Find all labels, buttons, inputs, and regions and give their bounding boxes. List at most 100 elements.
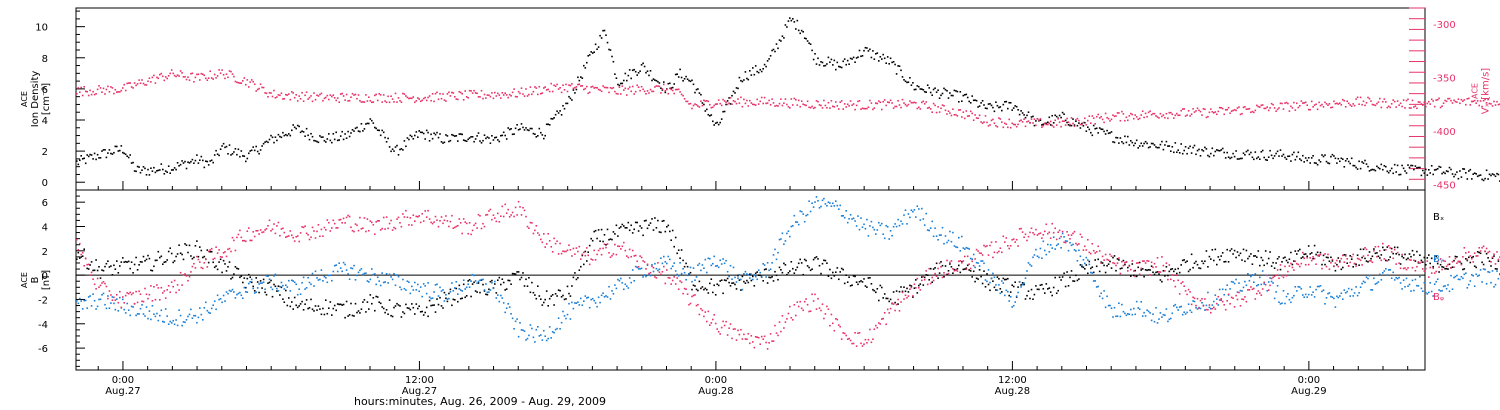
b-component-point <box>391 278 394 281</box>
b-component-point <box>320 269 323 271</box>
vx-point <box>835 101 837 103</box>
b-component-point <box>142 255 145 258</box>
vx-point <box>545 89 548 91</box>
b-component-point <box>1119 315 1122 318</box>
b-component-point <box>412 289 415 291</box>
b-component-point <box>1088 263 1091 266</box>
b-component-point <box>408 281 410 283</box>
b-component-point <box>1218 258 1221 261</box>
b-component-point <box>95 259 97 261</box>
density-point <box>1399 173 1402 176</box>
density-point <box>1370 169 1372 171</box>
density-point <box>86 154 88 156</box>
vx-point <box>1340 104 1343 106</box>
vx-point <box>342 95 345 97</box>
b-component-point <box>725 320 727 323</box>
b-component-point <box>110 294 112 296</box>
vx-point <box>685 100 687 103</box>
vx-point <box>1293 101 1295 104</box>
b-component-point <box>725 259 727 262</box>
b-component-point <box>602 292 604 294</box>
b-component-point <box>123 261 125 263</box>
b-component-point <box>961 235 963 238</box>
b-component-point <box>909 288 911 290</box>
density-point <box>685 75 687 78</box>
b-component-point <box>1466 287 1469 289</box>
vx-point <box>1472 100 1474 103</box>
b-component-point <box>1493 255 1495 257</box>
b-component-point <box>336 303 339 305</box>
b-component-point <box>1141 315 1144 317</box>
b-component-point <box>1054 276 1056 279</box>
b-component-point <box>522 329 524 331</box>
b-component-point <box>403 312 406 315</box>
b-component-point <box>903 298 905 300</box>
vx-point <box>932 102 935 105</box>
density-point <box>1386 170 1389 173</box>
vx-point <box>1428 100 1430 103</box>
b-component-point <box>538 295 541 297</box>
b-component-point <box>1023 236 1025 238</box>
b-component-point <box>666 226 668 228</box>
b-component-point <box>787 312 790 315</box>
b-component-point <box>1370 289 1372 291</box>
b-component-point <box>114 268 117 270</box>
b-component-point <box>1066 240 1068 242</box>
density-point <box>471 136 474 138</box>
b-component-point <box>1186 311 1188 314</box>
b-component-point <box>250 239 253 242</box>
b-component-point <box>1439 290 1442 292</box>
b-component-point <box>451 304 453 307</box>
b-component-point <box>1238 254 1240 257</box>
vx-point <box>1442 102 1445 104</box>
b-component-point <box>806 303 809 306</box>
b-component-point <box>368 281 370 283</box>
vx-point <box>729 97 732 99</box>
b-component-point <box>809 210 812 213</box>
density-point <box>1232 152 1234 155</box>
b-component-point <box>808 266 810 269</box>
vx-point <box>1057 118 1059 120</box>
density-point <box>1134 142 1136 145</box>
b-component-point <box>231 236 234 239</box>
density-point <box>753 73 756 76</box>
b-component-point <box>658 271 661 273</box>
vx-point <box>646 90 649 92</box>
b-component-point <box>986 280 988 283</box>
b-component-point <box>1273 267 1276 269</box>
vx-point <box>1109 120 1111 122</box>
b-component-point <box>277 221 280 224</box>
density-point <box>288 133 290 135</box>
vx-point <box>860 108 862 110</box>
b-component-point <box>510 313 512 315</box>
b-component-point <box>1213 300 1215 303</box>
vx-point <box>127 82 130 84</box>
b-component-point <box>360 228 363 230</box>
b-component-point <box>1067 285 1070 287</box>
b-component-point <box>1131 313 1134 316</box>
vx-point <box>210 77 213 79</box>
density-point <box>379 134 382 137</box>
density-point <box>835 68 837 71</box>
density-point <box>1451 173 1454 175</box>
vx-point <box>832 105 834 108</box>
density-point <box>1340 157 1343 160</box>
b-component-point <box>716 328 718 330</box>
vx-point <box>597 88 600 91</box>
b-component-point <box>842 268 844 271</box>
vx-point <box>350 96 352 98</box>
b-component-point <box>1079 264 1082 266</box>
b-component-point <box>572 247 575 250</box>
b-component-point <box>96 277 99 280</box>
vx-point <box>720 104 723 107</box>
b-component-point <box>127 292 130 295</box>
b-component-point <box>1445 267 1448 270</box>
b-component-point <box>288 235 290 237</box>
vx-point <box>279 94 281 97</box>
vx-point <box>387 95 389 98</box>
vx-point <box>873 107 876 109</box>
b-component-point <box>787 230 790 232</box>
b-component-point <box>1393 279 1396 281</box>
b-component-point <box>969 270 972 272</box>
vx-point <box>534 86 536 88</box>
